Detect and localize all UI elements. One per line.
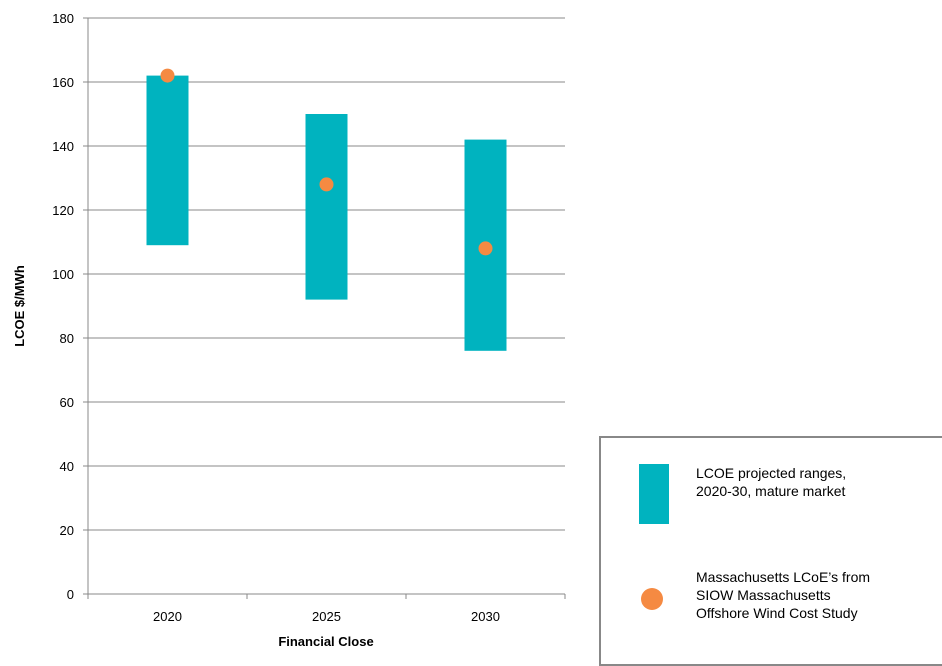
range-bar [305, 114, 348, 300]
y-tick-label: 40 [60, 459, 74, 474]
legend-swatch-point [641, 588, 663, 610]
tick-labels: 0 20 40 60 80 100 120 140 160 180 2020 2025 2030 [52, 11, 500, 624]
range-bars [146, 75, 507, 351]
points [160, 68, 493, 256]
y-tick-label: 160 [52, 75, 74, 90]
y-tick-label: 180 [52, 11, 74, 26]
x-tick-label: 2020 [153, 609, 182, 624]
legend-swatch-range [639, 464, 669, 524]
legend: LCOE projected ranges, 2020-30, mature m… [599, 436, 942, 666]
x-axis-title: Financial Close [278, 634, 373, 649]
axes [83, 17, 566, 599]
y-axis-title: LCOE $/MWh [12, 265, 27, 347]
chart: 0 20 40 60 80 100 120 140 160 180 2020 2025 2030 Fin… [12, 11, 566, 649]
y-tick-label: 140 [52, 139, 74, 154]
x-tick-label: 2030 [471, 609, 500, 624]
y-tick-label: 60 [60, 395, 74, 410]
legend-label-point: Massachusetts LCoE’s from SIOW Massachus… [696, 569, 871, 621]
data-point [478, 241, 493, 256]
y-tick-label: 100 [52, 267, 74, 282]
y-tick-label: 20 [60, 523, 74, 538]
data-point [160, 68, 175, 83]
y-tick-label: 0 [67, 587, 74, 602]
data-point [319, 177, 334, 192]
legend-label-range: LCOE projected ranges, 2020-30, mature m… [696, 465, 847, 499]
x-tick-label: 2025 [312, 609, 341, 624]
range-bar [146, 75, 189, 246]
y-tick-label: 120 [52, 203, 74, 218]
y-tick-label: 80 [60, 331, 74, 346]
